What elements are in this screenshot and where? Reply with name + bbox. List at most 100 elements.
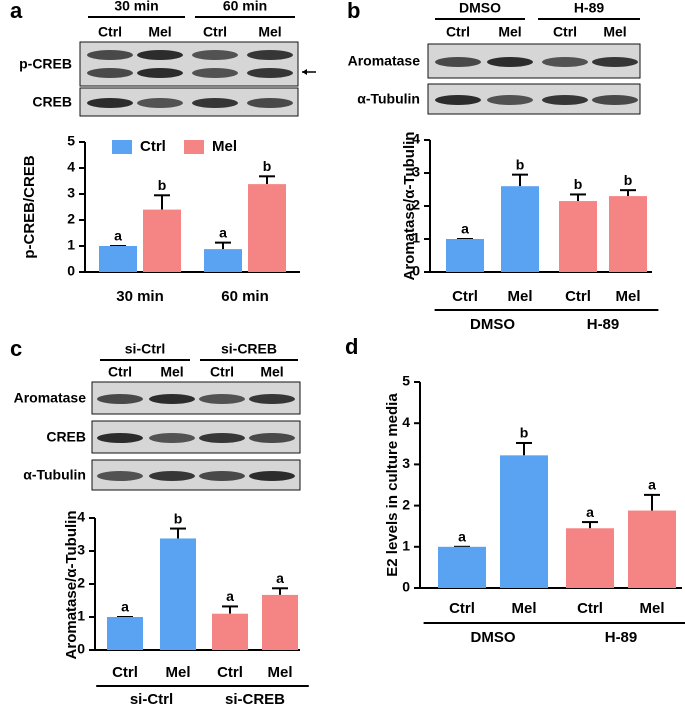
x-tick-label: Mel (511, 600, 536, 617)
significance-letter: a (458, 529, 466, 545)
significance-letter: b (158, 177, 167, 193)
y-tick-label: 3 (402, 455, 410, 471)
y-tick-label: 3 (412, 164, 420, 180)
bar (501, 186, 539, 272)
y-tick-label: 4 (402, 414, 410, 430)
significance-letter: b (263, 158, 272, 174)
blot-band (435, 95, 481, 105)
y-tick-label: 1 (412, 230, 420, 246)
group-label: H-89 (587, 316, 620, 333)
blot-band (137, 50, 183, 60)
legend-label: Ctrl (140, 138, 166, 155)
y-axis-title: Aromatase/α-Tubulin (401, 132, 418, 281)
blot-row-label: CREB (46, 429, 86, 445)
blot-band (87, 68, 133, 78)
blot-band (199, 394, 245, 404)
blot-band (137, 98, 183, 108)
y-tick-label: 5 (67, 133, 75, 149)
x-tick-label: 30 min (116, 288, 164, 305)
bar (143, 209, 181, 272)
legend-swatch (112, 140, 132, 154)
lane-label: Mel (160, 364, 183, 380)
x-tick-label: Ctrl (217, 664, 243, 681)
blot-band (192, 50, 238, 60)
y-tick-label: 2 (77, 575, 85, 591)
bar (628, 510, 676, 588)
x-tick-label: Mel (165, 664, 190, 681)
blot-band (542, 95, 588, 105)
group-label: DMSO (470, 316, 515, 333)
blot-band (87, 50, 133, 60)
significance-letter: a (586, 504, 594, 520)
blot-band (192, 68, 238, 78)
y-tick-label: 0 (402, 579, 410, 595)
blot-header: H-89 (574, 0, 605, 16)
lane-label: Ctrl (446, 24, 470, 40)
x-tick-label: Ctrl (452, 288, 478, 305)
significance-letter: b (624, 172, 633, 188)
blot-band (435, 57, 481, 67)
significance-letter: b (520, 425, 529, 441)
group-label: DMSO (471, 629, 516, 646)
blot-band (97, 394, 143, 404)
x-tick-label: Mel (267, 664, 292, 681)
bar (566, 528, 614, 588)
blot-header: si-Ctrl (125, 341, 165, 357)
lane-label: Ctrl (108, 364, 132, 380)
blot-row-label: Aromatase (14, 390, 87, 406)
y-tick-label: 4 (77, 509, 85, 525)
blot-box (79, 41, 299, 87)
bar (107, 617, 143, 650)
y-axis-title: p-CREB/CREB (21, 155, 38, 258)
significance-letter: a (114, 228, 122, 244)
significance-letter: a (648, 477, 656, 493)
blot-band (249, 394, 295, 404)
bar (609, 196, 647, 272)
blot-row-label: α-Tubulin (357, 91, 420, 107)
x-tick-label: Mel (639, 600, 664, 617)
lane-label: Ctrl (553, 24, 577, 40)
bar (160, 538, 196, 650)
blot-band (249, 433, 295, 443)
blot-band (487, 95, 533, 105)
x-tick-label: Mel (615, 288, 640, 305)
y-tick-label: 1 (67, 237, 75, 253)
x-tick-label: Ctrl (565, 288, 591, 305)
blot-band (247, 68, 293, 78)
significance-letter: b (516, 156, 525, 172)
y-tick-label: 1 (77, 608, 85, 624)
bar (446, 239, 484, 272)
bar (248, 184, 286, 272)
blot-band (247, 50, 293, 60)
blot-band (592, 57, 638, 67)
y-tick-label: 2 (67, 211, 75, 227)
x-tick-label: 60 min (221, 288, 269, 305)
group-label: H-89 (605, 629, 638, 646)
bar (204, 249, 242, 272)
y-tick-label: 1 (402, 538, 410, 554)
blot-band (97, 433, 143, 443)
y-tick-label: 0 (77, 641, 85, 657)
blot-header: DMSO (459, 0, 501, 16)
lane-label: Ctrl (210, 364, 234, 380)
lane-label: Ctrl (98, 24, 122, 40)
bar (559, 201, 597, 272)
lane-label: Mel (498, 24, 521, 40)
bar (438, 546, 486, 588)
legend-label: Mel (212, 138, 237, 155)
bar (99, 246, 137, 272)
blot-band (592, 95, 638, 105)
group-label: si-CREB (225, 691, 285, 708)
legend-swatch (184, 140, 204, 154)
y-tick-label: 0 (67, 263, 75, 279)
significance-letter: a (121, 599, 129, 615)
x-tick-label: Ctrl (449, 600, 475, 617)
lane-label: Mel (148, 24, 171, 40)
lane-label: Mel (603, 24, 626, 40)
blot-band (97, 471, 143, 481)
blot-band (87, 98, 133, 108)
bar (500, 455, 548, 588)
significance-letter: a (461, 221, 469, 237)
y-axis-title: Aromatase/α-Tubulin (63, 511, 80, 660)
